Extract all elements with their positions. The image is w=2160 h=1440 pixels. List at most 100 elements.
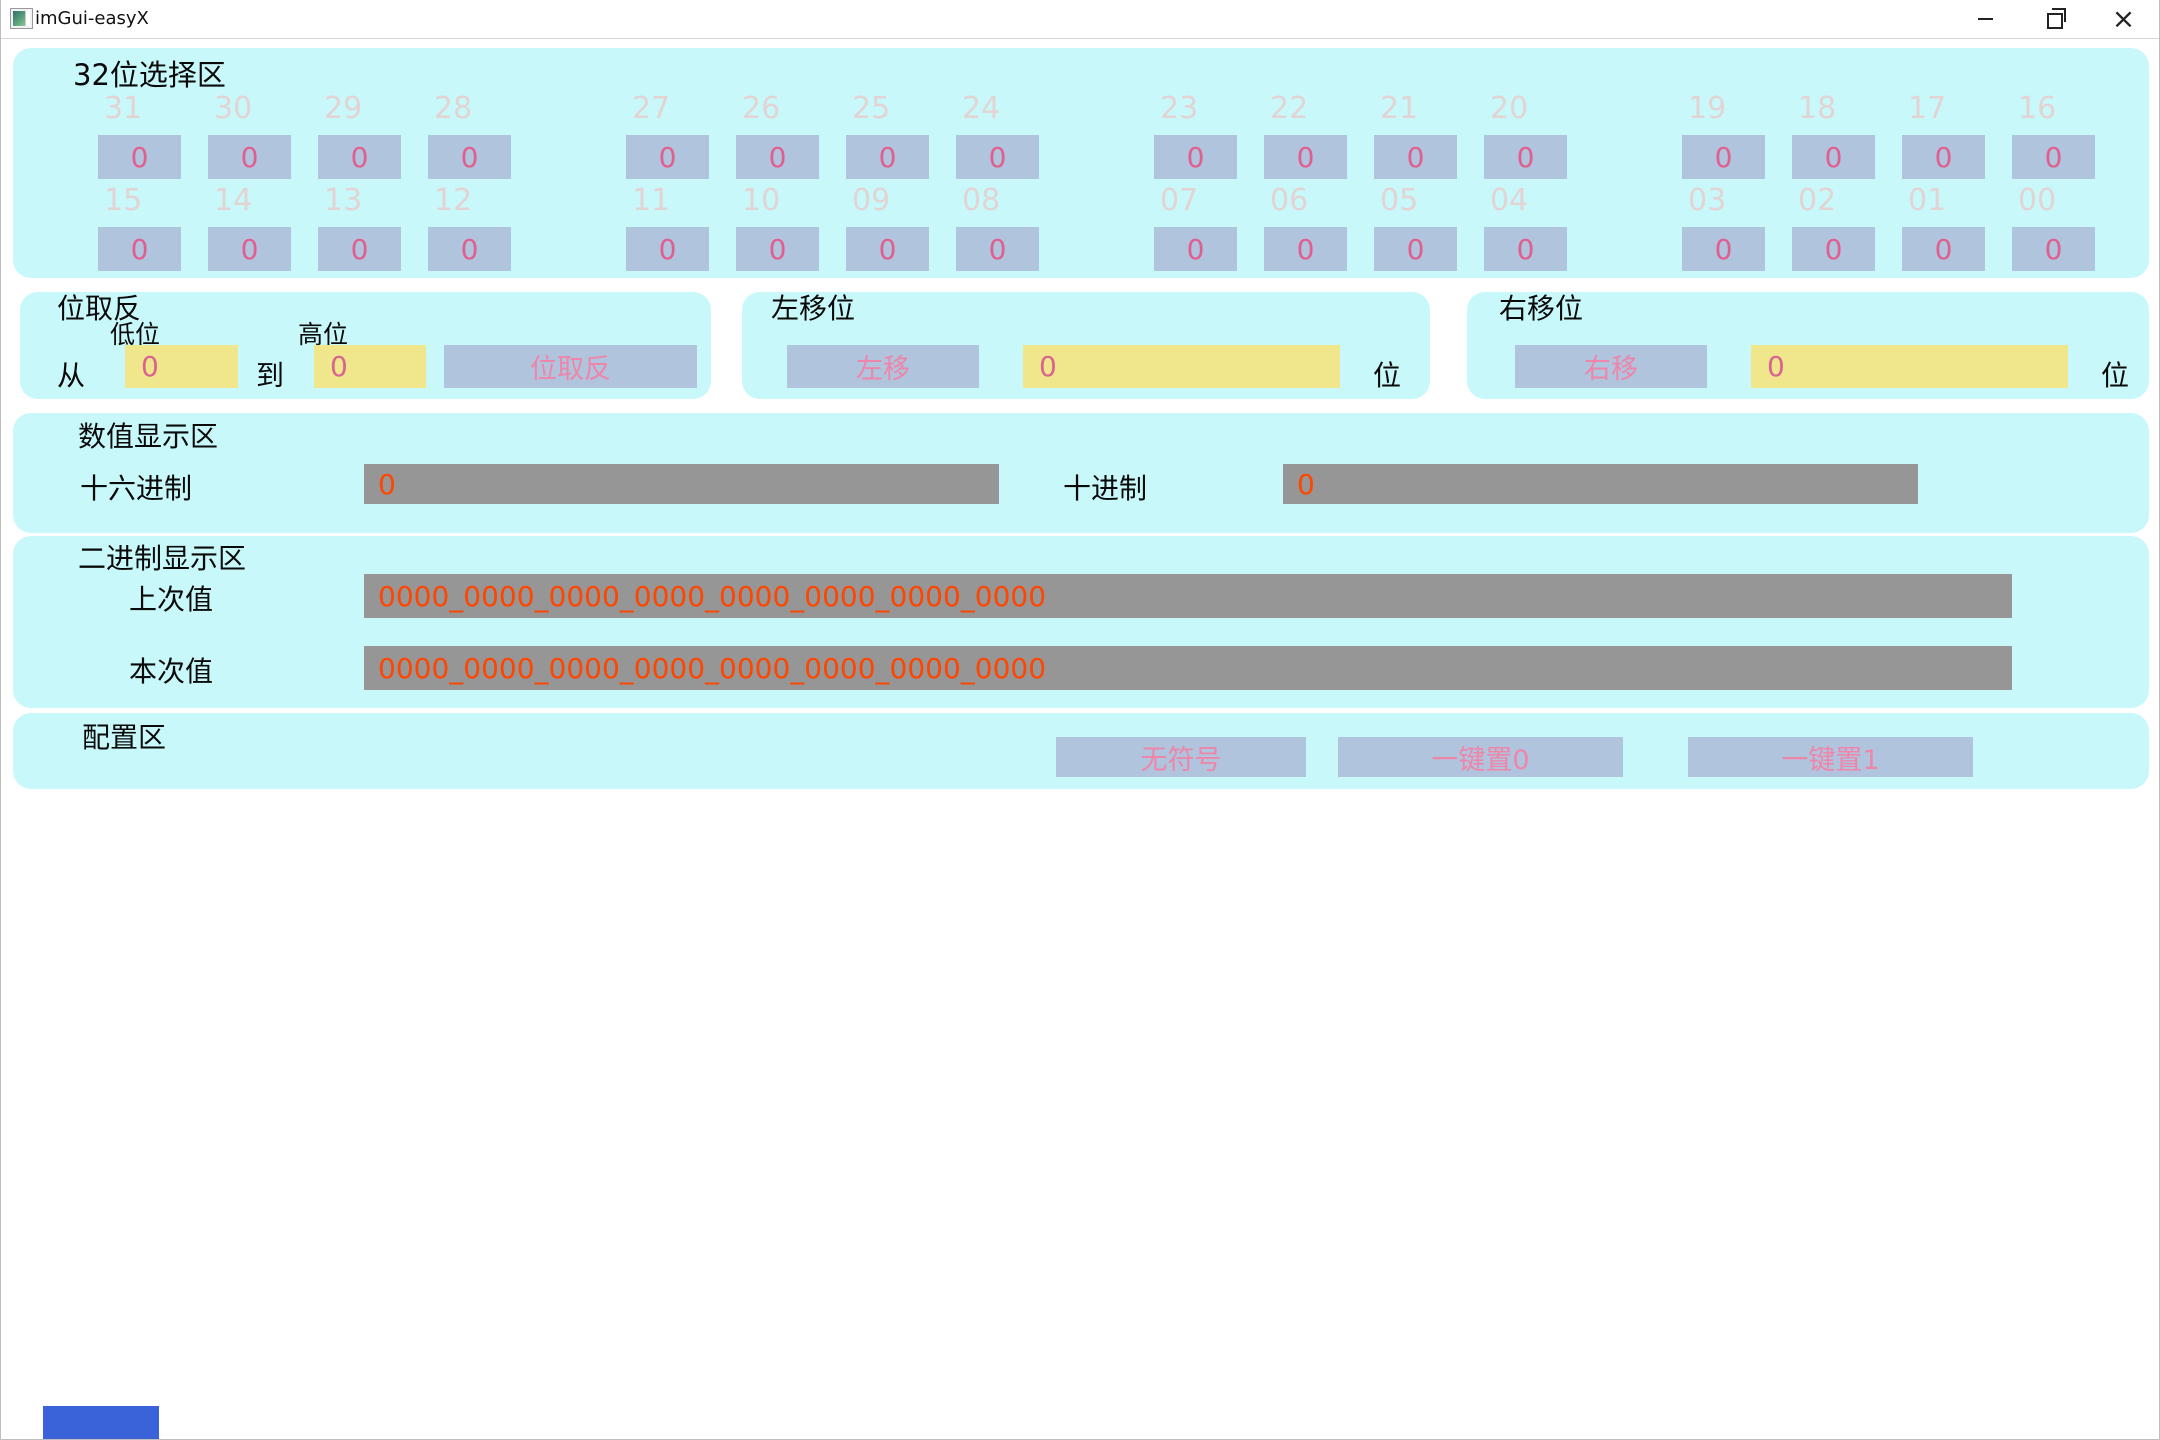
bit-toggle-button-22[interactable]: 0 [1264,135,1347,179]
maximize-button[interactable] [2020,0,2089,38]
dec-value-field: 0 [1283,464,1918,504]
left-shift-button[interactable]: 左移 [787,345,979,388]
bit-toggle-button-12[interactable]: 0 [428,227,511,271]
bit-number-label-04: 04 [1490,183,1529,218]
bit-number-label-16: 16 [2018,91,2057,126]
bit-invert-button[interactable]: 位取反 [444,345,697,388]
bit-selection-title: 32位选择区 [73,58,226,92]
bit-number-label-20: 20 [1490,91,1529,126]
bit-number-label-18: 18 [1798,91,1837,126]
bit-cell-06: 06 0 [1264,184,1347,271]
bit-cell-11: 11 0 [626,184,709,271]
bit-toggle-button-06[interactable]: 0 [1264,227,1347,271]
bit-cell-15: 15 0 [98,184,181,271]
set-all-one-button[interactable]: 一键置1 [1688,737,1973,777]
right-shift-title: 右移位 [1499,292,1584,325]
bit-toggle-button-25[interactable]: 0 [846,135,929,179]
high-bit-input[interactable]: 0 [314,345,426,388]
bit-cell-29: 29 0 [318,92,401,179]
bit-toggle-button-18[interactable]: 0 [1792,135,1875,179]
bit-toggle-button-00[interactable]: 0 [2012,227,2095,271]
bit-toggle-button-21[interactable]: 0 [1374,135,1457,179]
bit-number-label-10: 10 [742,183,781,218]
current-value-label: 本次值 [129,655,214,688]
bit-cell-21: 21 0 [1374,92,1457,179]
bit-number-label-02: 02 [1798,183,1837,218]
bit-number-label-29: 29 [324,91,363,126]
unsigned-button[interactable]: 无符号 [1056,737,1306,777]
bit-number-label-11: 11 [632,183,671,218]
bit-toggle-button-28[interactable]: 0 [428,135,511,179]
bit-toggle-button-26[interactable]: 0 [736,135,819,179]
left-shift-unit-label: 位 [1373,359,1402,392]
dec-label: 十进制 [1063,472,1148,505]
bit-toggle-button-23[interactable]: 0 [1154,135,1237,179]
hex-value-field: 0 [364,464,999,504]
bit-toggle-button-03[interactable]: 0 [1682,227,1765,271]
bit-cell-19: 19 0 [1682,92,1765,179]
bit-cell-04: 04 0 [1484,184,1567,271]
bit-toggle-button-09[interactable]: 0 [846,227,929,271]
app-icon [10,8,33,29]
bit-cell-24: 24 0 [956,92,1039,179]
bit-toggle-button-01[interactable]: 0 [1902,227,1985,271]
bit-cell-22: 22 0 [1264,92,1347,179]
bit-cell-12: 12 0 [428,184,511,271]
bit-cell-25: 25 0 [846,92,929,179]
right-shift-amount-input[interactable]: 0 [1751,345,2068,388]
low-bit-input[interactable]: 0 [125,345,238,388]
value-display-title: 数值显示区 [78,420,219,453]
bit-toggle-button-17[interactable]: 0 [1902,135,1985,179]
title-bar: imGui-easyX × [1,0,2159,39]
high-bit-label: 高位 [298,320,349,349]
bit-number-label-27: 27 [632,91,671,126]
bit-toggle-button-19[interactable]: 0 [1682,135,1765,179]
bit-toggle-button-11[interactable]: 0 [626,227,709,271]
bit-toggle-button-31[interactable]: 0 [98,135,181,179]
left-shift-amount-input[interactable]: 0 [1023,345,1340,388]
bit-cell-28: 28 0 [428,92,511,179]
hex-label: 十六进制 [80,472,193,505]
bit-number-label-06: 06 [1270,183,1309,218]
bit-cell-16: 16 0 [2012,92,2095,179]
bit-toggle-button-08[interactable]: 0 [956,227,1039,271]
previous-value-field: 0000_0000_0000_0000_0000_0000_0000_0000 [364,574,2012,618]
bit-cell-05: 05 0 [1374,184,1457,271]
bit-number-label-07: 07 [1160,183,1199,218]
close-icon: × [2111,2,2136,35]
bit-cell-14: 14 0 [208,184,291,271]
bit-cell-08: 08 0 [956,184,1039,271]
current-value-field: 0000_0000_0000_0000_0000_0000_0000_0000 [364,646,2012,690]
bit-number-label-24: 24 [962,91,1001,126]
bit-number-label-31: 31 [104,91,143,126]
bit-toggle-button-02[interactable]: 0 [1792,227,1875,271]
close-button[interactable]: × [2089,0,2158,38]
bit-number-label-14: 14 [214,183,253,218]
bit-toggle-button-27[interactable]: 0 [626,135,709,179]
bit-toggle-button-10[interactable]: 0 [736,227,819,271]
bit-cell-07: 07 0 [1154,184,1237,271]
bit-number-label-09: 09 [852,183,891,218]
bit-toggle-button-16[interactable]: 0 [2012,135,2095,179]
bit-toggle-button-13[interactable]: 0 [318,227,401,271]
bit-toggle-button-29[interactable]: 0 [318,135,401,179]
bit-toggle-button-30[interactable]: 0 [208,135,291,179]
bit-number-label-28: 28 [434,91,473,126]
bit-number-label-12: 12 [434,183,473,218]
bit-cell-18: 18 0 [1792,92,1875,179]
right-shift-button[interactable]: 右移 [1515,345,1707,388]
set-all-zero-button[interactable]: 一键置0 [1338,737,1623,777]
bit-toggle-button-04[interactable]: 0 [1484,227,1567,271]
bit-cell-27: 27 0 [626,92,709,179]
bit-number-label-17: 17 [1908,91,1947,126]
bit-toggle-button-15[interactable]: 0 [98,227,181,271]
minimize-button[interactable] [1951,0,2020,38]
bit-toggle-button-20[interactable]: 0 [1484,135,1567,179]
bit-toggle-button-07[interactable]: 0 [1154,227,1237,271]
bit-number-label-13: 13 [324,183,363,218]
bit-toggle-button-24[interactable]: 0 [956,135,1039,179]
bit-toggle-button-14[interactable]: 0 [208,227,291,271]
binary-display-title: 二进制显示区 [78,542,247,575]
bit-toggle-button-05[interactable]: 0 [1374,227,1457,271]
